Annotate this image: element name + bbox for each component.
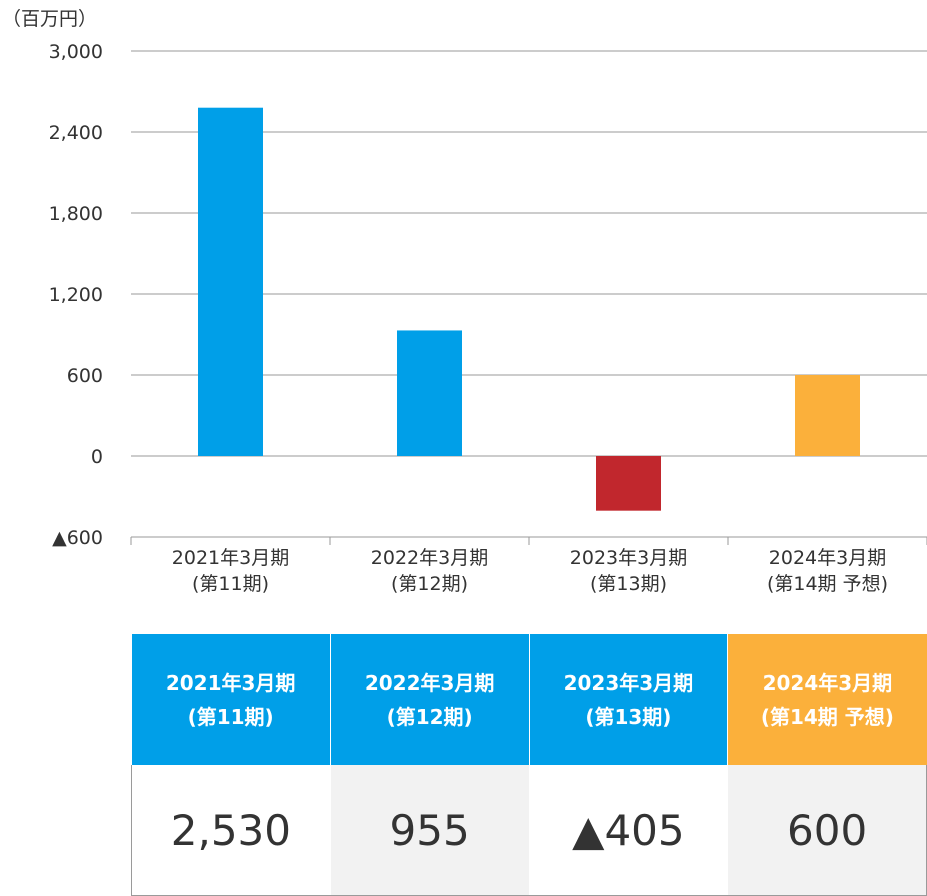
x-tick-label-term: (第11期) bbox=[192, 573, 269, 595]
header-term: (第13期) bbox=[585, 704, 672, 729]
y-tick-label: 1,200 bbox=[49, 284, 103, 306]
table-header-cell: 2023年3月期 (第13期) bbox=[528, 634, 728, 765]
bar bbox=[397, 330, 462, 456]
header-period: 2021年3月期 bbox=[165, 670, 296, 695]
header-period: 2022年3月期 bbox=[364, 670, 495, 695]
table-value-cell: 2,530 bbox=[131, 765, 331, 896]
x-tick-label-period: 2022年3月期 bbox=[371, 547, 488, 569]
x-tick-label-term: (第12期) bbox=[391, 573, 468, 595]
table-value-cell: ▲405 bbox=[528, 765, 728, 896]
table-row: 2,530 955 ▲405 600 bbox=[131, 765, 927, 896]
bars bbox=[198, 107, 860, 511]
x-axis-labels: 2021年3月期 (第11期) 2022年3月期 (第12期) 2023年3月期 (第13… bbox=[172, 547, 888, 595]
header-term: (第12期) bbox=[386, 704, 473, 729]
table-value-cell: 955 bbox=[329, 765, 529, 896]
x-tick-label-period: 2021年3月期 bbox=[172, 547, 289, 569]
header-term: (第11期) bbox=[187, 704, 274, 729]
y-tick-label: ▲600 bbox=[52, 527, 103, 549]
table-header-cell: 2022年3月期 (第12期) bbox=[329, 634, 529, 765]
header-period: 2024年3月期 bbox=[762, 670, 893, 695]
x-tick-label-term: (第13期) bbox=[590, 573, 667, 595]
x-tick-label-period: 2023年3月期 bbox=[570, 547, 687, 569]
bar bbox=[198, 107, 263, 456]
summary-table: 2021年3月期 (第11期) 2022年3月期 (第12期) 2023年3月期… bbox=[131, 634, 927, 896]
y-tick-label: 600 bbox=[67, 365, 103, 387]
y-tick-label: 2,400 bbox=[49, 122, 103, 144]
y-tick-label: 1,800 bbox=[49, 203, 103, 225]
bar bbox=[596, 456, 661, 511]
header-term: (第14期 予想) bbox=[760, 704, 894, 729]
bar bbox=[795, 375, 860, 456]
table-header-cell: 2021年3月期 (第11期) bbox=[131, 634, 331, 765]
header-period: 2023年3月期 bbox=[563, 670, 694, 695]
x-tick-label-period: 2024年3月期 bbox=[769, 547, 886, 569]
x-axis bbox=[130, 536, 927, 545]
table-header-cell: 2024年3月期 (第14期 予想) bbox=[727, 634, 927, 765]
y-axis-ticks: 3,000 2,400 1,800 1,200 600 0 ▲600 bbox=[49, 41, 103, 549]
table-value-cell: 600 bbox=[727, 765, 927, 896]
unit-label: （百万円） bbox=[2, 8, 97, 30]
grid-lines bbox=[131, 50, 927, 457]
bar-chart: （百万円） 3,000 2,400 1,800 1,200 600 0 ▲600 2021年… bbox=[2, 8, 927, 595]
y-tick-label: 3,000 bbox=[49, 41, 103, 63]
x-tick-label-term: (第14期 予想) bbox=[767, 573, 888, 595]
table-header-row: 2021年3月期 (第11期) 2022年3月期 (第12期) 2023年3月期… bbox=[131, 634, 927, 765]
y-tick-label: 0 bbox=[91, 446, 103, 468]
